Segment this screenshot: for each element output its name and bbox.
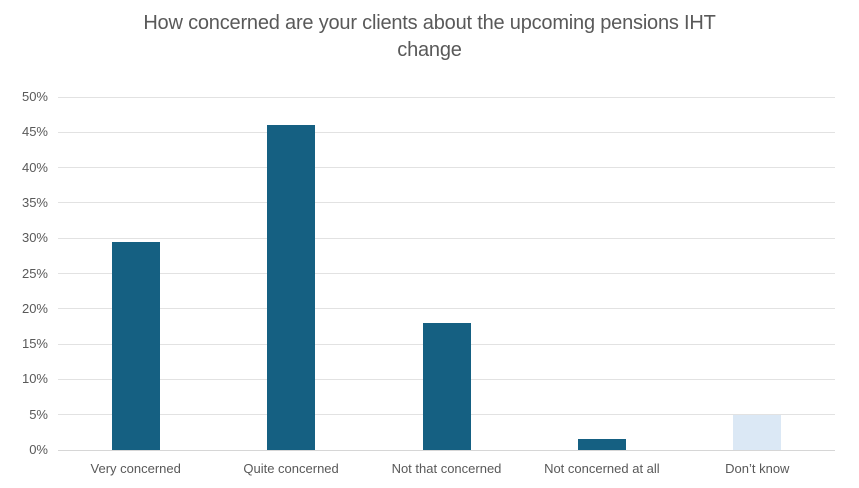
chart-title-line2: change [397, 39, 462, 61]
x-category-label-very-concerned: Very concerned [90, 461, 181, 476]
gridline-20 [58, 308, 835, 310]
y-tick-label-25: 25% [21, 265, 48, 281]
y-tick-label-45: 45% [21, 124, 48, 140]
bar-not-that-concerned [422, 322, 471, 450]
bar-don-t-know [733, 414, 782, 450]
chart-title: How concerned are your clients about the… [40, 10, 819, 64]
x-category-label-not-concerned-at-all: Not concerned at all [544, 461, 660, 476]
gridline-50 [58, 96, 835, 98]
bar-not-concerned-at-all [577, 439, 626, 450]
y-tick-label-5: 5% [29, 406, 48, 422]
y-tick-label-20: 20% [21, 300, 48, 316]
x-axis-line [58, 449, 835, 451]
y-tick-label-30: 30% [21, 230, 48, 246]
y-tick-label-0: 0% [29, 442, 48, 457]
chart-title-line1: How concerned are your clients about the… [143, 12, 716, 34]
y-tick-label-15: 15% [21, 336, 48, 352]
x-category-label-don-t-know: Don’t know [725, 461, 790, 476]
gridline-25 [58, 273, 835, 274]
y-tick-label-35: 35% [21, 194, 48, 210]
x-category-label-not-that-concerned: Not that concerned [391, 461, 502, 476]
gridline-45 [58, 131, 835, 133]
gridline-35 [58, 202, 835, 204]
bar-very-concerned [111, 241, 160, 450]
bar-quite-concerned [267, 125, 316, 450]
gridline-40 [58, 167, 835, 169]
x-category-label-quite-concerned: Quite concerned [243, 461, 339, 476]
y-tick-label-40: 40% [21, 159, 48, 175]
plot-area [58, 96, 835, 451]
gridline-30 [58, 237, 835, 239]
y-tick-label-50: 50% [21, 89, 48, 104]
y-tick-label-10: 10% [21, 371, 48, 387]
